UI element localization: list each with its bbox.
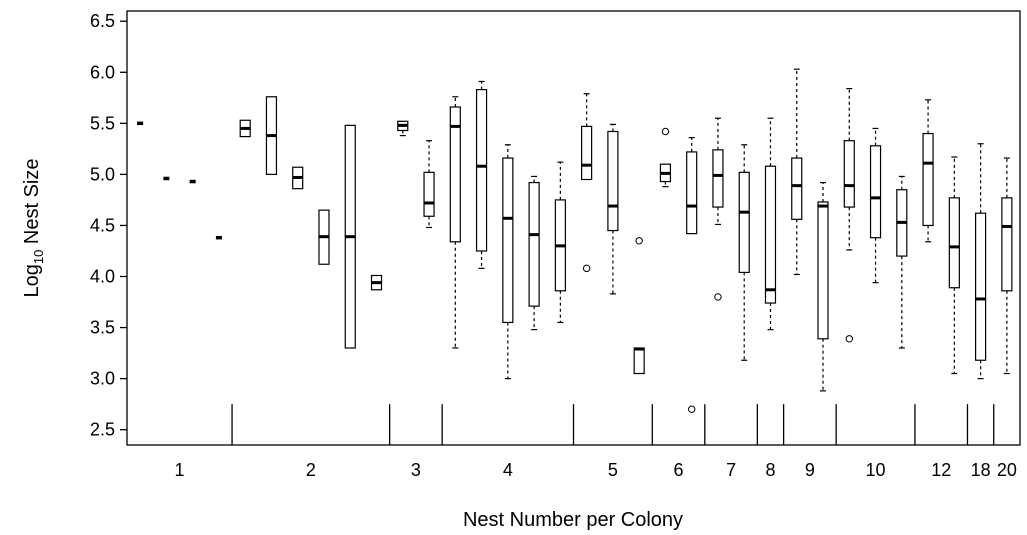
box-body — [869, 145, 882, 239]
box-12 — [423, 140, 435, 229]
box-27 — [817, 181, 829, 392]
outlier-point — [661, 127, 670, 136]
x-group-label: 10 — [866, 460, 886, 480]
box-body — [817, 201, 829, 340]
box-32 — [948, 156, 960, 375]
x-group-label: 8 — [765, 460, 775, 480]
group-separators — [231, 404, 995, 445]
x-group-label: 20 — [997, 460, 1017, 480]
box-19 — [607, 123, 619, 295]
boxes-layer — [137, 68, 1013, 413]
box-body — [607, 130, 619, 232]
box-body — [922, 132, 934, 227]
x-group-label: 18 — [971, 460, 991, 480]
x-group-label: 5 — [608, 460, 618, 480]
box-body — [1001, 197, 1013, 292]
x-group-label: 6 — [674, 460, 684, 480]
y-tick-label: 5.0 — [90, 164, 115, 184]
box-body — [449, 106, 461, 243]
y-axis-label-rest: Nest Size — [21, 159, 43, 250]
box-16 — [528, 175, 540, 331]
y-tick-label: 3.0 — [90, 369, 115, 389]
outlier-point — [687, 405, 696, 413]
outlier-point — [582, 264, 591, 273]
box-body — [686, 151, 698, 235]
box-28 — [843, 88, 855, 343]
box-body — [738, 171, 750, 274]
box-body — [764, 165, 777, 304]
y-tick-label: 4.5 — [90, 215, 115, 235]
x-axis-group-labels: 1 2 3 4 5 6 7 8 9 10 12 18 20 — [175, 460, 1017, 480]
outlier-point — [635, 237, 643, 245]
y-tick-label: 4.0 — [90, 267, 115, 287]
box-body — [423, 171, 435, 217]
box-15 — [502, 144, 514, 380]
box-14 — [475, 80, 488, 269]
box-5 — [239, 119, 251, 138]
box-body — [581, 125, 593, 181]
y-axis-label: Log10 Nest Size — [21, 159, 46, 298]
plot-frame — [126, 10, 1021, 446]
box-11 — [397, 120, 409, 137]
box-body — [633, 347, 645, 375]
box-29 — [869, 127, 882, 284]
box-20 — [633, 237, 645, 375]
box-body — [528, 181, 540, 307]
box-33 — [975, 143, 987, 380]
box-body — [502, 157, 514, 324]
box-18 — [581, 93, 593, 273]
box-body — [712, 149, 724, 208]
x-group-label: 12 — [931, 460, 951, 480]
box-30 — [896, 175, 908, 349]
x-group-label: 4 — [503, 460, 513, 480]
box-7 — [292, 166, 304, 190]
box-body — [475, 89, 488, 252]
box-13 — [449, 96, 461, 349]
y-tick-label: 6.0 — [90, 62, 115, 82]
box-6 — [265, 96, 278, 175]
y-axis: 2.5 3.0 3.5 4.0 4.5 5.0 5.5 6.0 6.5 — [90, 11, 127, 440]
box-21 — [659, 127, 672, 188]
x-group-label: 7 — [726, 460, 736, 480]
box-17 — [554, 161, 566, 324]
y-tick-label: 6.5 — [90, 11, 115, 31]
box-body — [948, 197, 960, 289]
y-tick-label: 5.5 — [90, 113, 115, 133]
box-body — [975, 212, 987, 361]
y-axis-label-subscript: 10 — [31, 250, 46, 264]
y-tick-label: 2.5 — [90, 420, 115, 440]
box-10 — [370, 274, 383, 291]
box-25 — [764, 117, 777, 331]
x-group-label: 2 — [306, 460, 316, 480]
y-tick-label: 3.5 — [90, 318, 115, 338]
x-group-label: 9 — [805, 460, 815, 480]
box-23 — [712, 117, 724, 301]
box-9 — [344, 124, 356, 349]
box-26 — [791, 68, 803, 276]
box-body — [843, 140, 855, 208]
y-axis-label-main: Log — [21, 264, 43, 297]
x-axis-label: Nest Number per Colony — [463, 509, 683, 531]
outlier-point — [845, 335, 853, 343]
outlier-point — [714, 293, 722, 301]
x-group-label: 3 — [411, 460, 421, 480]
box-24 — [738, 144, 750, 361]
box-34 — [1001, 157, 1013, 375]
box-22 — [686, 137, 698, 413]
x-group-label: 1 — [175, 460, 185, 480]
box-8 — [318, 209, 330, 265]
box-body — [791, 157, 803, 220]
box-31 — [922, 99, 934, 243]
